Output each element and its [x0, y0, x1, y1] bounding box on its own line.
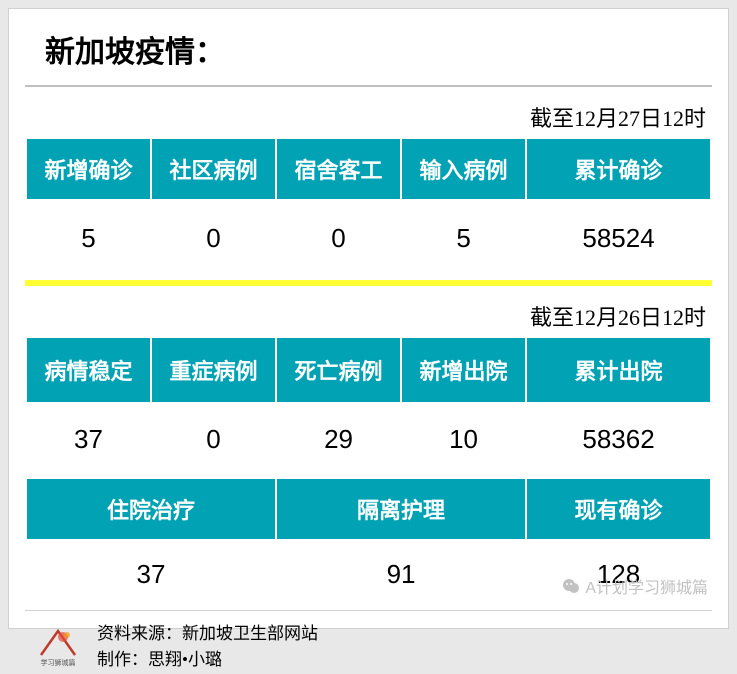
table-new-cases: 新增确诊 社区病例 宿舍客工 输入病例 累计确诊 5 0 0 5 58524 — [25, 137, 712, 278]
data-cell: 5 — [26, 200, 151, 277]
wechat-icon — [561, 576, 581, 596]
data-cell: 58524 — [526, 200, 711, 277]
footer: 学习狮城篇 资料来源：新加坡卫生部网站 制作：思翔•小璐 — [25, 610, 712, 672]
header-cell: 重症病例 — [151, 337, 276, 403]
data-cell: 58362 — [526, 403, 711, 476]
timestamp-2: 截至12月26日12时 — [25, 286, 712, 336]
table-header-row: 住院治疗 隔离护理 现有确诊 — [26, 478, 711, 540]
data-cell: 0 — [151, 403, 276, 476]
watermark: A计划学习狮城篇 — [561, 574, 708, 598]
infographic-card: 新加坡疫情： 截至12月27日12时 新增确诊 社区病例 宿舍客工 输入病例 累… — [8, 8, 729, 629]
table-row: 37 0 29 10 58362 — [26, 403, 711, 476]
table-header-row: 病情稳定 重症病例 死亡病例 新增出院 累计出院 — [26, 337, 711, 403]
data-cell: 10 — [401, 403, 526, 476]
table-header-row: 新增确诊 社区病例 宿舍客工 输入病例 累计确诊 — [26, 138, 711, 200]
data-cell: 0 — [151, 200, 276, 277]
header-cell: 累计出院 — [526, 337, 711, 403]
watermark-text: A计划学习狮城篇 — [585, 574, 708, 598]
author-label: 制作： — [97, 650, 148, 669]
svg-text:学习狮城篇: 学习狮城篇 — [41, 658, 76, 667]
header-cell: 社区病例 — [151, 138, 276, 200]
data-cell: 37 — [26, 403, 151, 476]
timestamp-1: 截至12月27日12时 — [25, 87, 712, 137]
header-cell: 死亡病例 — [276, 337, 401, 403]
header-cell: 输入病例 — [401, 138, 526, 200]
data-cell: 0 — [276, 200, 401, 277]
header-cell: 住院治疗 — [26, 478, 276, 540]
data-cell: 91 — [276, 540, 526, 609]
header-cell: 新增出院 — [401, 337, 526, 403]
source-value: 新加坡卫生部网站 — [182, 624, 318, 643]
header-cell: 宿舍客工 — [276, 138, 401, 200]
header-cell: 累计确诊 — [526, 138, 711, 200]
data-cell: 29 — [276, 403, 401, 476]
source-label: 资料来源： — [97, 624, 182, 643]
header-cell: 新增确诊 — [26, 138, 151, 200]
header-cell: 病情稳定 — [26, 337, 151, 403]
table-patient-status: 病情稳定 重症病例 死亡病例 新增出院 累计出院 37 0 29 10 5836… — [25, 336, 712, 477]
footer-text: 资料来源：新加坡卫生部网站 制作：思翔•小璐 — [97, 621, 318, 672]
data-cell: 5 — [401, 200, 526, 277]
data-cell: 37 — [26, 540, 276, 609]
page-title: 新加坡疫情： — [25, 23, 712, 87]
logo-icon: 学习狮城篇 — [33, 625, 83, 669]
author-value: 思翔•小璐 — [148, 650, 222, 669]
header-cell: 隔离护理 — [276, 478, 526, 540]
header-cell: 现有确诊 — [526, 478, 711, 540]
table-row: 5 0 0 5 58524 — [26, 200, 711, 277]
